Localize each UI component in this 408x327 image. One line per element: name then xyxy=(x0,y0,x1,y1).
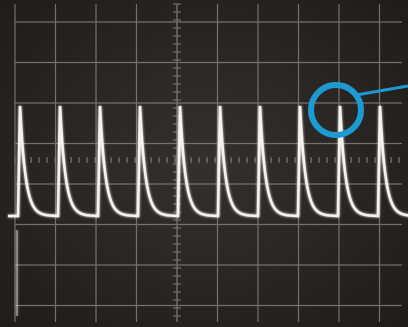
page: (() => { const svg = document.getElement… xyxy=(0,0,408,327)
oscilloscope-photo xyxy=(0,0,408,327)
screen xyxy=(0,0,408,327)
